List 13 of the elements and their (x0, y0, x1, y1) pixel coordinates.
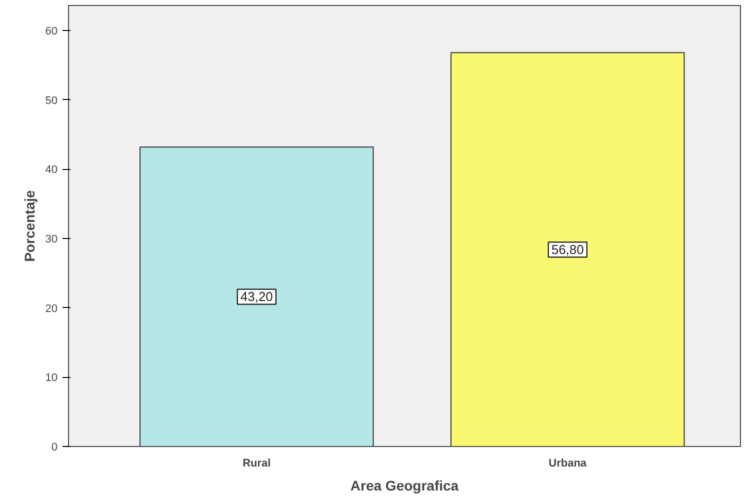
y-tick-label: 50 (45, 94, 58, 107)
y-tick-label: 30 (45, 233, 58, 246)
y-tick-label: 20 (45, 302, 58, 315)
y-axis-title: Porcentaje (21, 190, 38, 262)
y-tick-label: 0 (51, 442, 58, 454)
data-label: 56,80 (551, 242, 584, 258)
x-tick-label: Urbana (548, 458, 588, 470)
y-tick-label: 10 (45, 372, 58, 384)
y-tick-label: 40 (45, 164, 58, 176)
y-tick-label: 60 (45, 25, 58, 38)
x-axis-title: Area Geografica (350, 478, 459, 494)
data-label: 43,20 (240, 289, 273, 304)
x-tick-label: Rural (242, 458, 271, 470)
